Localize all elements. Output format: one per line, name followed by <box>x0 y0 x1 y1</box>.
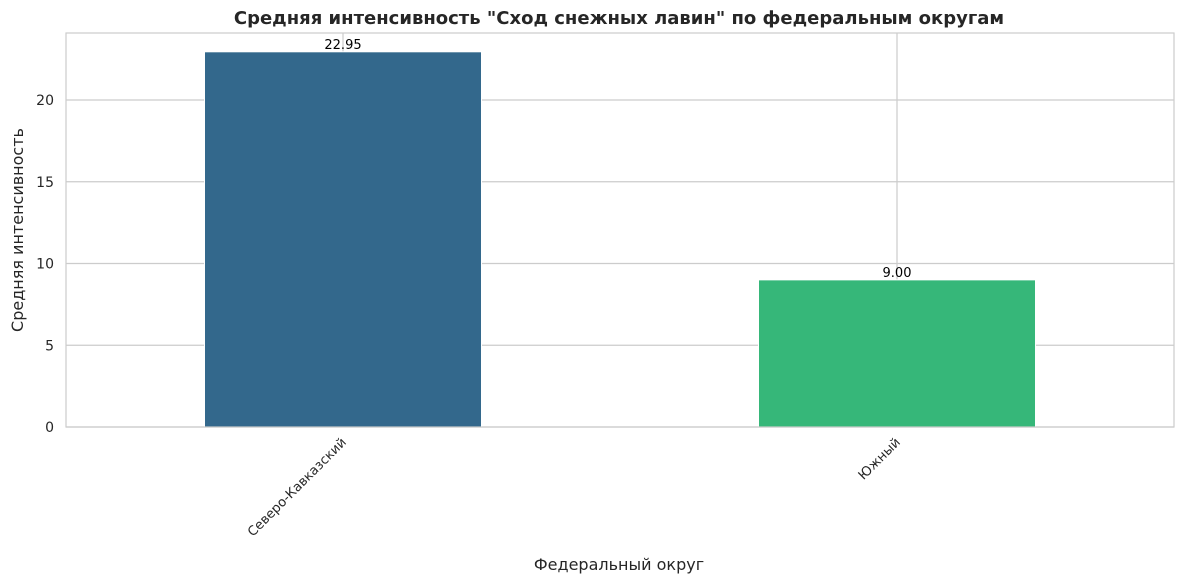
y-axis-label: Средняя интенсивность <box>8 128 27 332</box>
bar-value-label: 22.95 <box>324 38 361 53</box>
x-axis-label: Федеральный округ <box>534 555 704 574</box>
y-tick-label: 0 <box>45 420 54 436</box>
bars <box>204 51 1036 428</box>
x-tick-label: Южный <box>856 435 904 483</box>
plot-frame <box>65 32 1175 428</box>
bar <box>204 51 482 428</box>
bar <box>758 279 1036 428</box>
y-tick-label: 20 <box>36 93 54 109</box>
bar-value-label: 9.00 <box>883 266 912 281</box>
y-tick-label: 10 <box>36 257 54 273</box>
x-axis-ticks: Северо-Кавказский Южный <box>245 435 904 540</box>
y-tick-label: 15 <box>36 175 54 191</box>
data-labels: 22.95 9.00 <box>324 38 911 281</box>
x-tick-label: Северо-Кавказский <box>245 435 350 540</box>
y-axis-ticks: 0 5 10 15 20 <box>36 93 54 436</box>
chart-title: Средняя интенсивность "Сход снежных лави… <box>234 8 1004 29</box>
y-tick-label: 5 <box>45 338 54 354</box>
